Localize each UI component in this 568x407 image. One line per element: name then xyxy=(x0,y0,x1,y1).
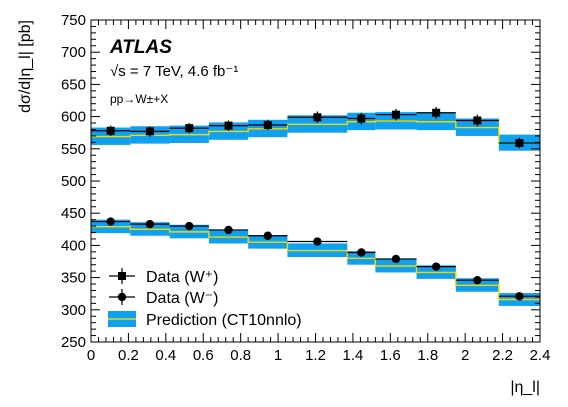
legend: Data (W⁺) Data (W⁻) Prediction (CT10nnlo) xyxy=(108,268,302,329)
data-point-w-plus xyxy=(313,113,322,122)
x-tick-label: 0.8 xyxy=(230,347,251,364)
axis-ticks: 0 0.2 0.4 0.6 0.8 1 1.2 1.4 1.6 1.8 2 2.2 2.4 250 300 3… xyxy=(61,12,550,364)
data-point-w-minus xyxy=(145,219,155,229)
data-points xyxy=(91,106,540,301)
x-tick-label: 1.6 xyxy=(380,347,401,364)
x-tick-label: 0.2 xyxy=(118,347,139,364)
x-tick-label: 1.8 xyxy=(417,347,438,364)
data-point-w-plus xyxy=(145,127,154,136)
data-point-w-plus xyxy=(391,110,400,119)
x-tick-label: 0.6 xyxy=(193,347,214,364)
y-tick-label: 600 xyxy=(61,109,86,126)
y-tick-label: 300 xyxy=(61,302,86,319)
legend-wminus-marker xyxy=(117,292,127,302)
data-point-w-minus xyxy=(106,217,115,226)
data-point-w-minus xyxy=(357,248,366,257)
x-tick-label: 2.4 xyxy=(530,347,551,364)
data-point-w-plus xyxy=(357,114,366,123)
y-tick-label: 650 xyxy=(61,76,86,93)
data-point-w-plus xyxy=(106,126,115,135)
legend-wminus-label: Data (W⁻) xyxy=(146,290,218,307)
data-point-w-minus xyxy=(263,231,272,240)
data-point-w-minus xyxy=(185,221,194,231)
y-tick-label: 500 xyxy=(61,173,86,190)
x-tick-label: 0.4 xyxy=(155,347,176,364)
y-tick-label: 550 xyxy=(61,141,86,158)
data-point-w-minus xyxy=(515,292,524,301)
data-point-w-plus xyxy=(515,139,524,148)
data-point-w-minus xyxy=(431,262,441,271)
y-axis-label: dσ/d|η_l| [pb] xyxy=(17,20,34,113)
y-tick-label: 750 xyxy=(61,12,86,29)
data-point-w-plus xyxy=(263,120,272,129)
data-point-w-minus xyxy=(224,225,233,235)
y-tick-label: 350 xyxy=(61,270,86,287)
atlas-label: ATLAS xyxy=(109,37,172,58)
data-point-w-minus xyxy=(391,254,401,264)
energy-label: √s = 7 TeV, 4.6 fb⁻¹ xyxy=(110,63,238,80)
prediction-line-w-minus xyxy=(91,226,540,301)
x-axis-label: |η_l| xyxy=(510,379,540,396)
prediction-bands xyxy=(91,112,540,306)
x-tick-label: 1.4 xyxy=(342,347,363,364)
prediction-line-w-plus xyxy=(91,120,540,144)
x-tick-label: 0 xyxy=(87,347,95,364)
data-point-w-plus xyxy=(473,116,482,125)
y-tick-label: 700 xyxy=(61,44,86,61)
x-tick-label: 2.2 xyxy=(492,347,513,364)
data-point-w-minus xyxy=(473,275,482,285)
y-tick-label: 450 xyxy=(61,205,86,222)
y-tick-label: 400 xyxy=(61,237,86,254)
x-tick-label: 1.2 xyxy=(305,347,326,364)
data-point-w-minus xyxy=(313,237,322,246)
legend-prediction-label: Prediction (CT10nnlo) xyxy=(146,312,302,329)
x-tick-label: 2 xyxy=(461,347,469,364)
data-point-w-plus xyxy=(185,124,194,133)
data-point-w-plus xyxy=(224,121,233,130)
legend-wplus-label: Data (W⁺) xyxy=(146,269,218,286)
data-point-w-plus xyxy=(432,108,441,117)
process-label: pp→W±+X xyxy=(110,92,168,106)
x-tick-label: 1 xyxy=(274,347,282,364)
y-tick-label: 250 xyxy=(61,334,86,351)
legend-wplus-marker xyxy=(118,272,126,280)
